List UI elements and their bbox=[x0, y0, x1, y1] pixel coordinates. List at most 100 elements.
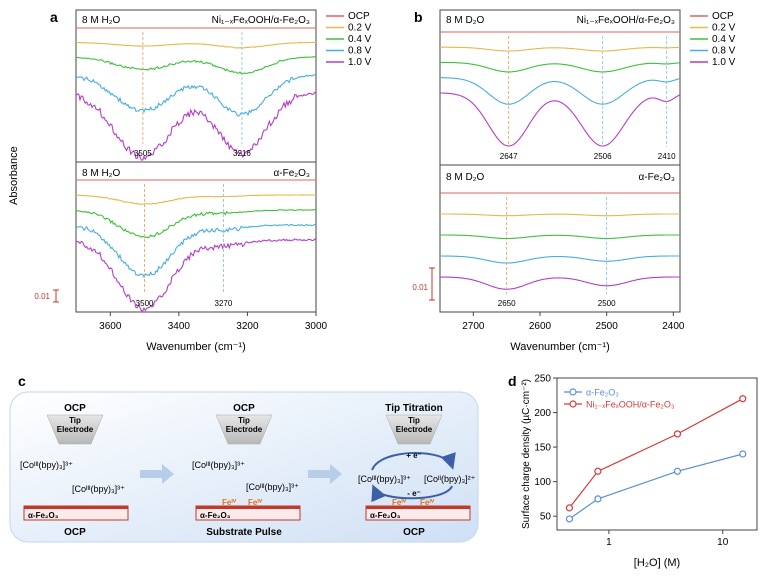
panel-a-xticks: 3600 3400 3200 3000 bbox=[99, 312, 328, 332]
stage-arrow-2-icon bbox=[308, 464, 342, 484]
stage-3: Tip Titration Tip Electrode + e⁻ - e⁻ [Co… bbox=[358, 403, 476, 538]
b-xtick-label-2600: 2600 bbox=[529, 321, 552, 332]
d-point-0-0 bbox=[565, 515, 574, 523]
stage-3-substrate-label: α-Fe₂O₃ bbox=[370, 511, 401, 520]
b-xtick-label-2400: 2400 bbox=[662, 321, 685, 332]
panel-b-xticks: 2700 2600 2500 2400 bbox=[462, 312, 685, 332]
spectrum-a-bottom-0.4V bbox=[75, 209, 317, 239]
stage-1: OCP Tip Electrode [Coᴵᴵᴵ(bpy)₃]³⁺ [Coᴵᴵᴵ(… bbox=[20, 403, 129, 538]
stage-3-tip-electrode-icon bbox=[385, 414, 443, 445]
panel-d-legend: α-Fe₂O₃ Ni₁₋ₓFeₓOOH/α-Fe₂O₃ bbox=[564, 388, 675, 410]
panel-letter-b: b bbox=[414, 9, 423, 25]
stage-2-fe-a: Feᴵⱽ bbox=[222, 498, 237, 507]
spectrum-b-top-0.4V bbox=[440, 61, 681, 73]
stage-1-complex-b: [Coᴵᴵᴵ(bpy)₃]³⁺ bbox=[72, 484, 125, 494]
stage-3-tip-label: Tip Electrode bbox=[396, 416, 433, 434]
peak-label-b-bottom-2500: 2500 bbox=[598, 299, 616, 308]
panel-a-scale-bar: 0.01 bbox=[34, 289, 59, 303]
d-ytick-label-250: 250 bbox=[534, 374, 551, 385]
panel-d-ylabel: Surface charge density (µC·cm⁻²) bbox=[521, 379, 532, 529]
peak-label-b-top-2410: 2410 bbox=[658, 152, 676, 161]
stage-3-substrate-layer bbox=[366, 506, 470, 509]
b-xtick-label-2700: 2700 bbox=[462, 321, 485, 332]
spectrum-a-top-0.4V bbox=[75, 56, 317, 75]
stage-2-substrate-layer bbox=[196, 506, 300, 509]
stage-3-top-label: Tip Titration bbox=[385, 403, 442, 414]
panel-d: 50 100 150 200 250 1 10 [H₂O] (M) Surface char… bbox=[521, 374, 758, 569]
peak-label-a-top-3505: 3505 bbox=[134, 149, 152, 158]
stage-2-complex-b: [Coᴵᴵᴵ(bpy)₃]³⁺ bbox=[246, 482, 299, 492]
panel-a-top-title-right: Ni₁₋ₓFeₓOOH/α-Fe₂O₃ bbox=[212, 15, 310, 26]
panel-d-plot: 50 100 150 200 250 1 10 bbox=[534, 374, 747, 548]
stage-1-top-label: OCP bbox=[64, 403, 86, 414]
stage-2-complex-a: [Coᴵᴵᴵ(bpy)₃]³⁺ bbox=[192, 460, 245, 470]
panel-a-bottom-frame bbox=[75, 161, 317, 313]
legend-b-label-1: 0.2 V bbox=[712, 23, 736, 34]
stage-3-cycle-arrow-bottom-icon bbox=[371, 484, 453, 503]
d-legend-marker-1 bbox=[569, 400, 577, 408]
d-legend-label-0: α-Fe₂O₃ bbox=[586, 388, 619, 398]
peak-label-a-bottom-3500: 3500 bbox=[136, 299, 154, 308]
stage-3-complex-ii: [Coᴵᴵ(bpy)₃]²⁺ bbox=[424, 474, 476, 484]
panel-a: Absorbance 8 M H₂O Ni₁₋ₓFeₓOOH/α-Fe₂O₃ 8… bbox=[8, 9, 328, 353]
stage-1-substrate-layer bbox=[24, 506, 128, 509]
d-point-1-1 bbox=[594, 467, 602, 475]
stage-2: OCP Tip Electrode [Coᴵᴵᴵ(bpy)₃]³⁺ [Coᴵᴵᴵ(… bbox=[192, 403, 301, 538]
legend-b-label-2: 0.4 V bbox=[712, 34, 736, 45]
stage-1-bottom-label: OCP bbox=[64, 527, 86, 538]
panel-letter-c: c bbox=[18, 373, 26, 389]
stage-3-electron-plus: + e⁻ bbox=[406, 451, 422, 460]
stage-2-bottom-label: Substrate Pulse bbox=[206, 527, 282, 538]
d-point-1-2 bbox=[673, 430, 682, 438]
peak-label-b-top-2647: 2647 bbox=[500, 152, 518, 161]
d-ytick-label-200: 200 bbox=[534, 408, 551, 419]
peak-label-b-top-2506: 2506 bbox=[594, 152, 612, 161]
panel-c-diagram: OCP Tip Electrode [Coᴵᴵᴵ(bpy)₃]³⁺ [Coᴵᴵᴵ(… bbox=[9, 391, 479, 543]
panel-b-bottom-title-right: α-Fe₂O₃ bbox=[638, 172, 675, 183]
a-xtick-label-3600: 3600 bbox=[99, 321, 122, 332]
spectrum-a-top-1.0V bbox=[75, 91, 317, 161]
legend-b-label-3: 0.8 V bbox=[712, 46, 736, 57]
stage-1-tip-label: Tip Electrode bbox=[57, 416, 94, 434]
panel-b-bottom-plot: 2650 2500 bbox=[439, 192, 680, 308]
panel-a-top-frame bbox=[75, 9, 317, 163]
d-series-line-1 bbox=[568, 398, 744, 509]
stage-3-electron-minus: - e⁻ bbox=[407, 489, 421, 498]
d-ytick-label-150: 150 bbox=[534, 443, 551, 454]
d-legend-marker-0 bbox=[569, 388, 577, 396]
stage-3-fe-a: Feᴵⱽ bbox=[392, 498, 407, 507]
d-point-0-2 bbox=[673, 467, 682, 475]
panel-a-ylabel: Absorbance bbox=[8, 146, 20, 205]
panel-b-xlabel: Wavenumber (cm⁻¹) bbox=[510, 341, 610, 353]
panel-letter-a: a bbox=[50, 9, 58, 25]
spectrum-b-top-1.0V bbox=[439, 92, 681, 147]
stage-arrow-1-icon bbox=[140, 464, 174, 484]
legend-b-label-4: 1.0 V bbox=[712, 57, 736, 68]
spectrum-b-bottom-1.0V bbox=[439, 276, 680, 290]
spectrum-a-bottom-0.8V bbox=[75, 223, 317, 279]
panel-b: 8 M D₂O Ni₁₋ₓFeₓOOH/α-Fe₂O₃ 8 M D₂O α-Fe… bbox=[412, 9, 685, 353]
d-point-1-3 bbox=[739, 395, 747, 403]
diagram-background bbox=[9, 391, 479, 543]
a-xtick-label-3200: 3200 bbox=[236, 321, 259, 332]
legend-label-2: 0.4 V bbox=[348, 34, 372, 45]
panel-b-top-plot: 2647 2506 2410 bbox=[439, 31, 681, 161]
spectrum-b-bottom-0.4V bbox=[440, 234, 680, 240]
panel-a-scale-label: 0.01 bbox=[34, 292, 50, 301]
panel-b-top-title-right: Ni₁₋ₓFeₓOOH/α-Fe₂O₃ bbox=[577, 15, 675, 26]
a-xtick-label-3000: 3000 bbox=[305, 321, 328, 332]
stage-3-cycle-arrow-top-icon bbox=[371, 451, 456, 471]
panel-a-top-title-left: 8 M H₂O bbox=[82, 15, 121, 26]
panel-b-scale-bar: 0.01 bbox=[412, 267, 435, 301]
stage-2-tip-label: Tip Electrode bbox=[226, 416, 263, 434]
stage-1-tip-electrode-icon bbox=[46, 414, 104, 445]
spectrum-b-bottom-0.2V bbox=[440, 213, 680, 217]
panel-a-bottom-plot: 3500 3270 bbox=[75, 179, 317, 312]
spectrum-b-bottom-0.8V bbox=[440, 255, 680, 264]
stage-2-tip-electrode-icon bbox=[215, 414, 273, 445]
legend-label-4: 1.0 V bbox=[348, 57, 372, 68]
d-point-1-0 bbox=[565, 504, 574, 512]
a-xtick-label-3400: 3400 bbox=[168, 321, 191, 332]
